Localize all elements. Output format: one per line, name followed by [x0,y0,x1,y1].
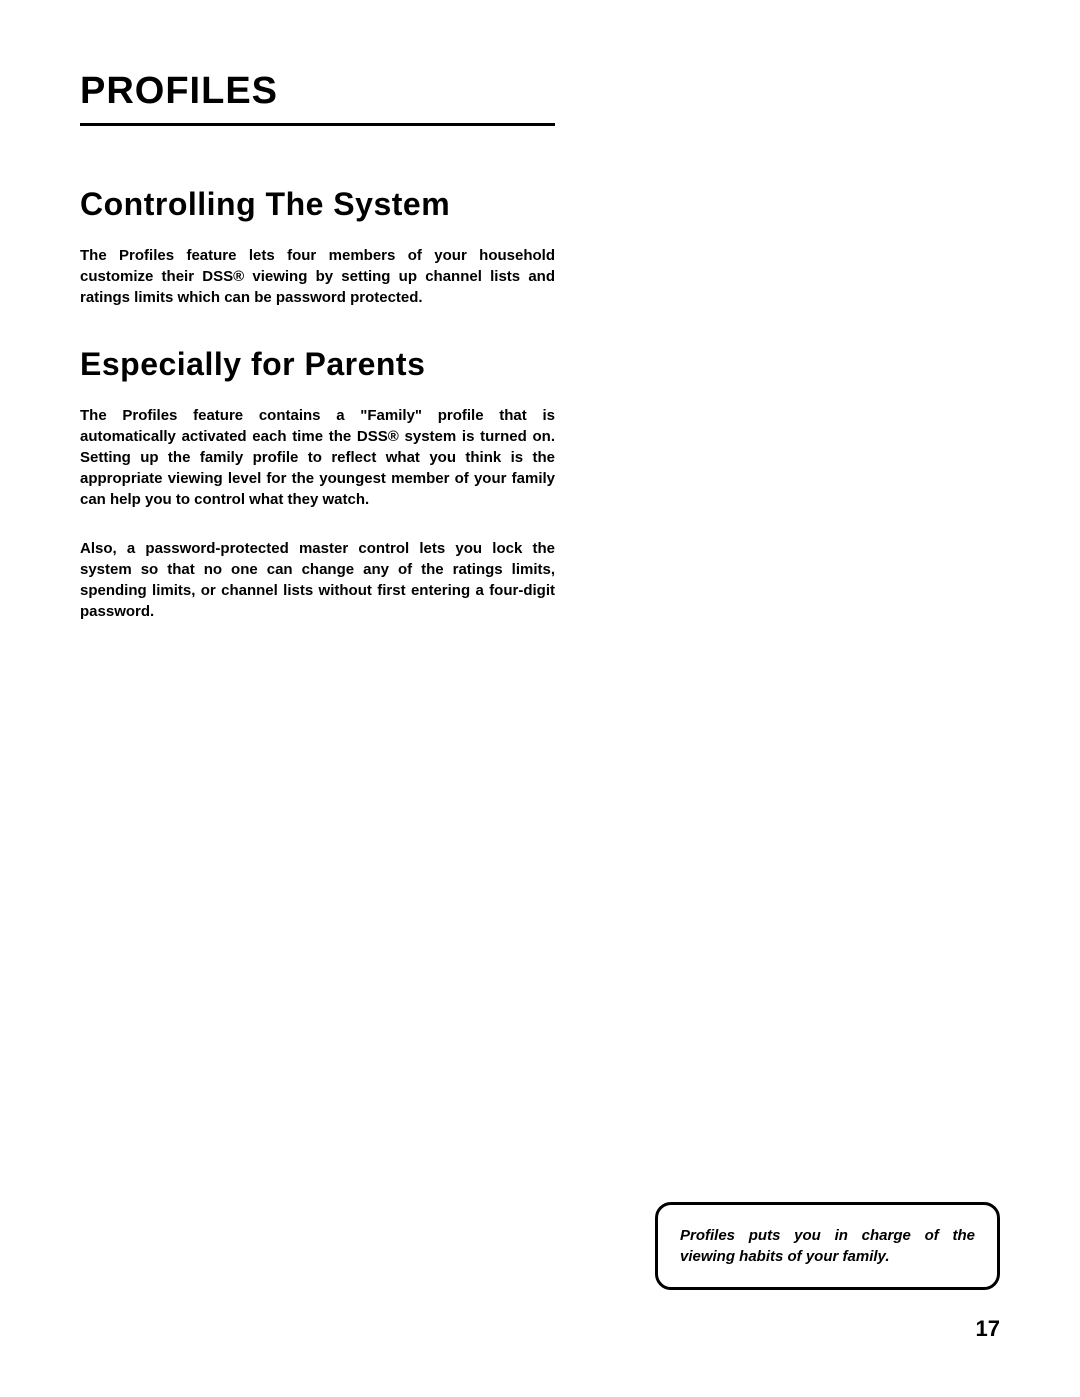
chapter-title: PROFILES [80,70,1000,113]
chapter-rule [80,123,555,126]
page-number: 17 [976,1316,1000,1342]
body-paragraph: Also, a password-protected master contro… [80,538,555,622]
callout-box: Profiles puts you in charge of the viewi… [655,1202,1000,1290]
section-heading-1: Controlling The System [80,186,1000,223]
document-page: PROFILES Controlling The System The Prof… [0,0,1080,1397]
section-heading-2: Especially for Parents [80,346,1000,383]
body-paragraph: The Profiles feature lets four members o… [80,245,555,308]
body-paragraph: The Profiles feature contains a "Family"… [80,405,555,510]
callout-text: Profiles puts you in charge of the viewi… [680,1225,975,1267]
